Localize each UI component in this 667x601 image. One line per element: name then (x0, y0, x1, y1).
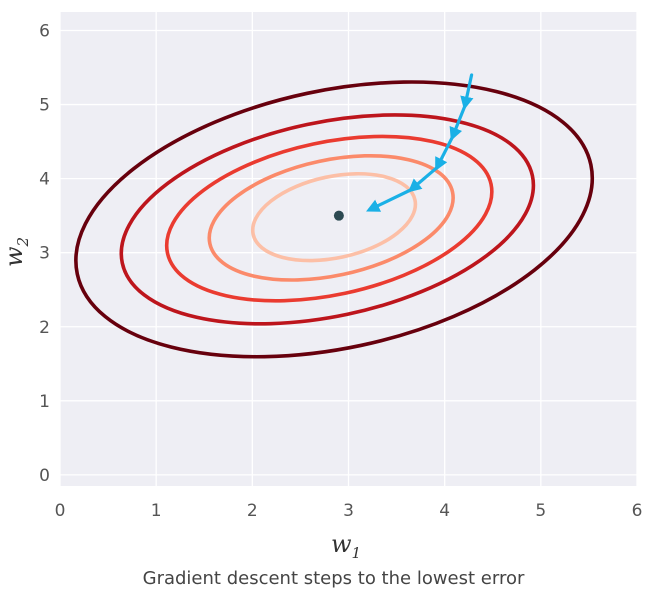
y-tick-label: 5 (39, 96, 50, 116)
x-tick-label: 6 (632, 501, 643, 521)
figure-caption: Gradient descent steps to the lowest err… (142, 568, 525, 589)
y-axis-label: w2 (0, 237, 32, 267)
contour-line-5 (74, 80, 595, 359)
y-tick-label: 3 (39, 244, 50, 264)
contour-line-1 (250, 171, 418, 263)
y-tick-label: 4 (39, 170, 50, 190)
contour-lines (74, 80, 595, 359)
grid-lines (59, 12, 638, 486)
y-tick-label: 0 (39, 466, 50, 486)
x-tick-label: 0 (55, 501, 66, 521)
tick-labels: 0 1 2 3 4 5 6 0 1 2 3 4 5 6 (39, 22, 642, 521)
contour-line-4 (119, 113, 536, 326)
descent-step-5 (366, 188, 413, 212)
minimum-point (333, 210, 344, 221)
descent-step-1 (460, 73, 474, 111)
descent-step-2 (449, 104, 467, 141)
descent-step-3 (435, 135, 454, 172)
x-axis-label: w1 (331, 530, 361, 562)
descent-step-4 (407, 165, 439, 193)
contour-line-3 (164, 134, 494, 303)
x-tick-label: 5 (535, 501, 546, 521)
x-tick-label: 3 (343, 501, 354, 521)
y-tick-label: 6 (39, 22, 50, 42)
contour-line-2 (207, 153, 455, 282)
x-tick-label: 4 (439, 501, 450, 521)
y-tick-label: 2 (39, 318, 50, 338)
x-tick-label: 1 (151, 501, 162, 521)
descent-path (333, 73, 474, 221)
y-tick-label: 1 (39, 392, 50, 412)
x-tick-label: 2 (247, 501, 258, 521)
